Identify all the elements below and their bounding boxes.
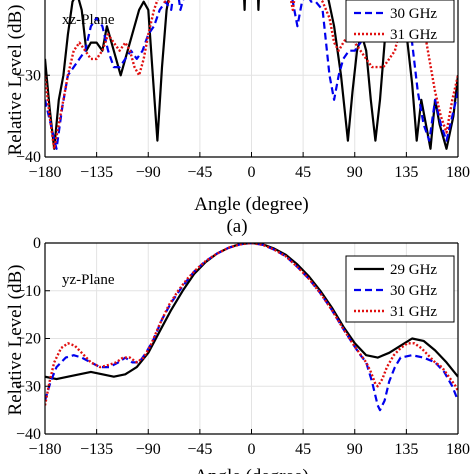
series-line-30-ghz: [45, 243, 458, 412]
legend: 29 GHz 30 GHz 31 GHz: [345, 255, 455, 323]
x-tick-label: −180: [28, 441, 61, 458]
x-tick-label: 0: [248, 164, 256, 181]
chart-panel-xz: −180 −135 −90 −45 0 45 90 135 180 −40 −30 Angle (de…: [5, 0, 470, 215]
y-tick-label: −30: [16, 378, 41, 395]
x-tick-label: −90: [136, 441, 161, 458]
y-tick-label: −40: [16, 426, 41, 443]
y-tick-label: −30: [16, 67, 41, 84]
y-tick-label: −20: [16, 331, 41, 348]
legend-label: 31 GHz: [390, 304, 437, 320]
x-axis-label: Angle (degree): [194, 466, 308, 474]
legend: 30 GHz 31 GHz: [345, 0, 455, 43]
x-tick-label: 180: [446, 441, 470, 458]
plane-label: yz-Plane: [62, 272, 115, 288]
series-line-31-ghz: [45, 0, 458, 150]
x-tick-label: 0: [248, 441, 256, 458]
subfigure-caption-a: (a): [226, 216, 247, 237]
x-tick-label: −45: [187, 164, 212, 181]
x-tick-label: 45: [295, 441, 311, 458]
x-tick-label: −90: [136, 164, 161, 181]
series-group: [45, 243, 458, 412]
legend-label: 30 GHz: [390, 283, 437, 299]
series-line-31-ghz: [45, 243, 458, 406]
chart-panel-yz: −180 −135 −90 −45 0 45 90 135 180 −40 −30 −20 −10 0 An…: [5, 235, 470, 474]
x-tick-label: 45: [295, 164, 311, 181]
x-tick-label: −135: [80, 441, 113, 458]
y-tick-label: −10: [16, 283, 41, 300]
plane-label: xz-Plane: [62, 12, 115, 28]
legend-label: 29 GHz: [390, 262, 437, 278]
y-tick-label: 0: [33, 235, 41, 252]
x-tick-label: 180: [446, 164, 470, 181]
x-tick-label: −45: [187, 441, 212, 458]
legend-label: 31 GHz: [390, 27, 437, 43]
x-tick-label: 90: [347, 164, 363, 181]
y-axis-label: Relative Level (dB): [5, 265, 26, 416]
y-tick-label: −40: [16, 149, 41, 166]
x-tick-label: −180: [28, 164, 61, 181]
x-tick-label: 135: [394, 164, 418, 181]
y-axis-label: Relative Level (dB): [5, 5, 26, 156]
x-tick-label: −135: [80, 164, 113, 181]
x-axis-label: Angle (degree): [194, 194, 308, 215]
x-tick-label: 135: [394, 441, 418, 458]
series-line-29-ghz: [45, 243, 458, 381]
x-tick-label: 90: [347, 441, 363, 458]
legend-label: 30 GHz: [390, 6, 437, 22]
